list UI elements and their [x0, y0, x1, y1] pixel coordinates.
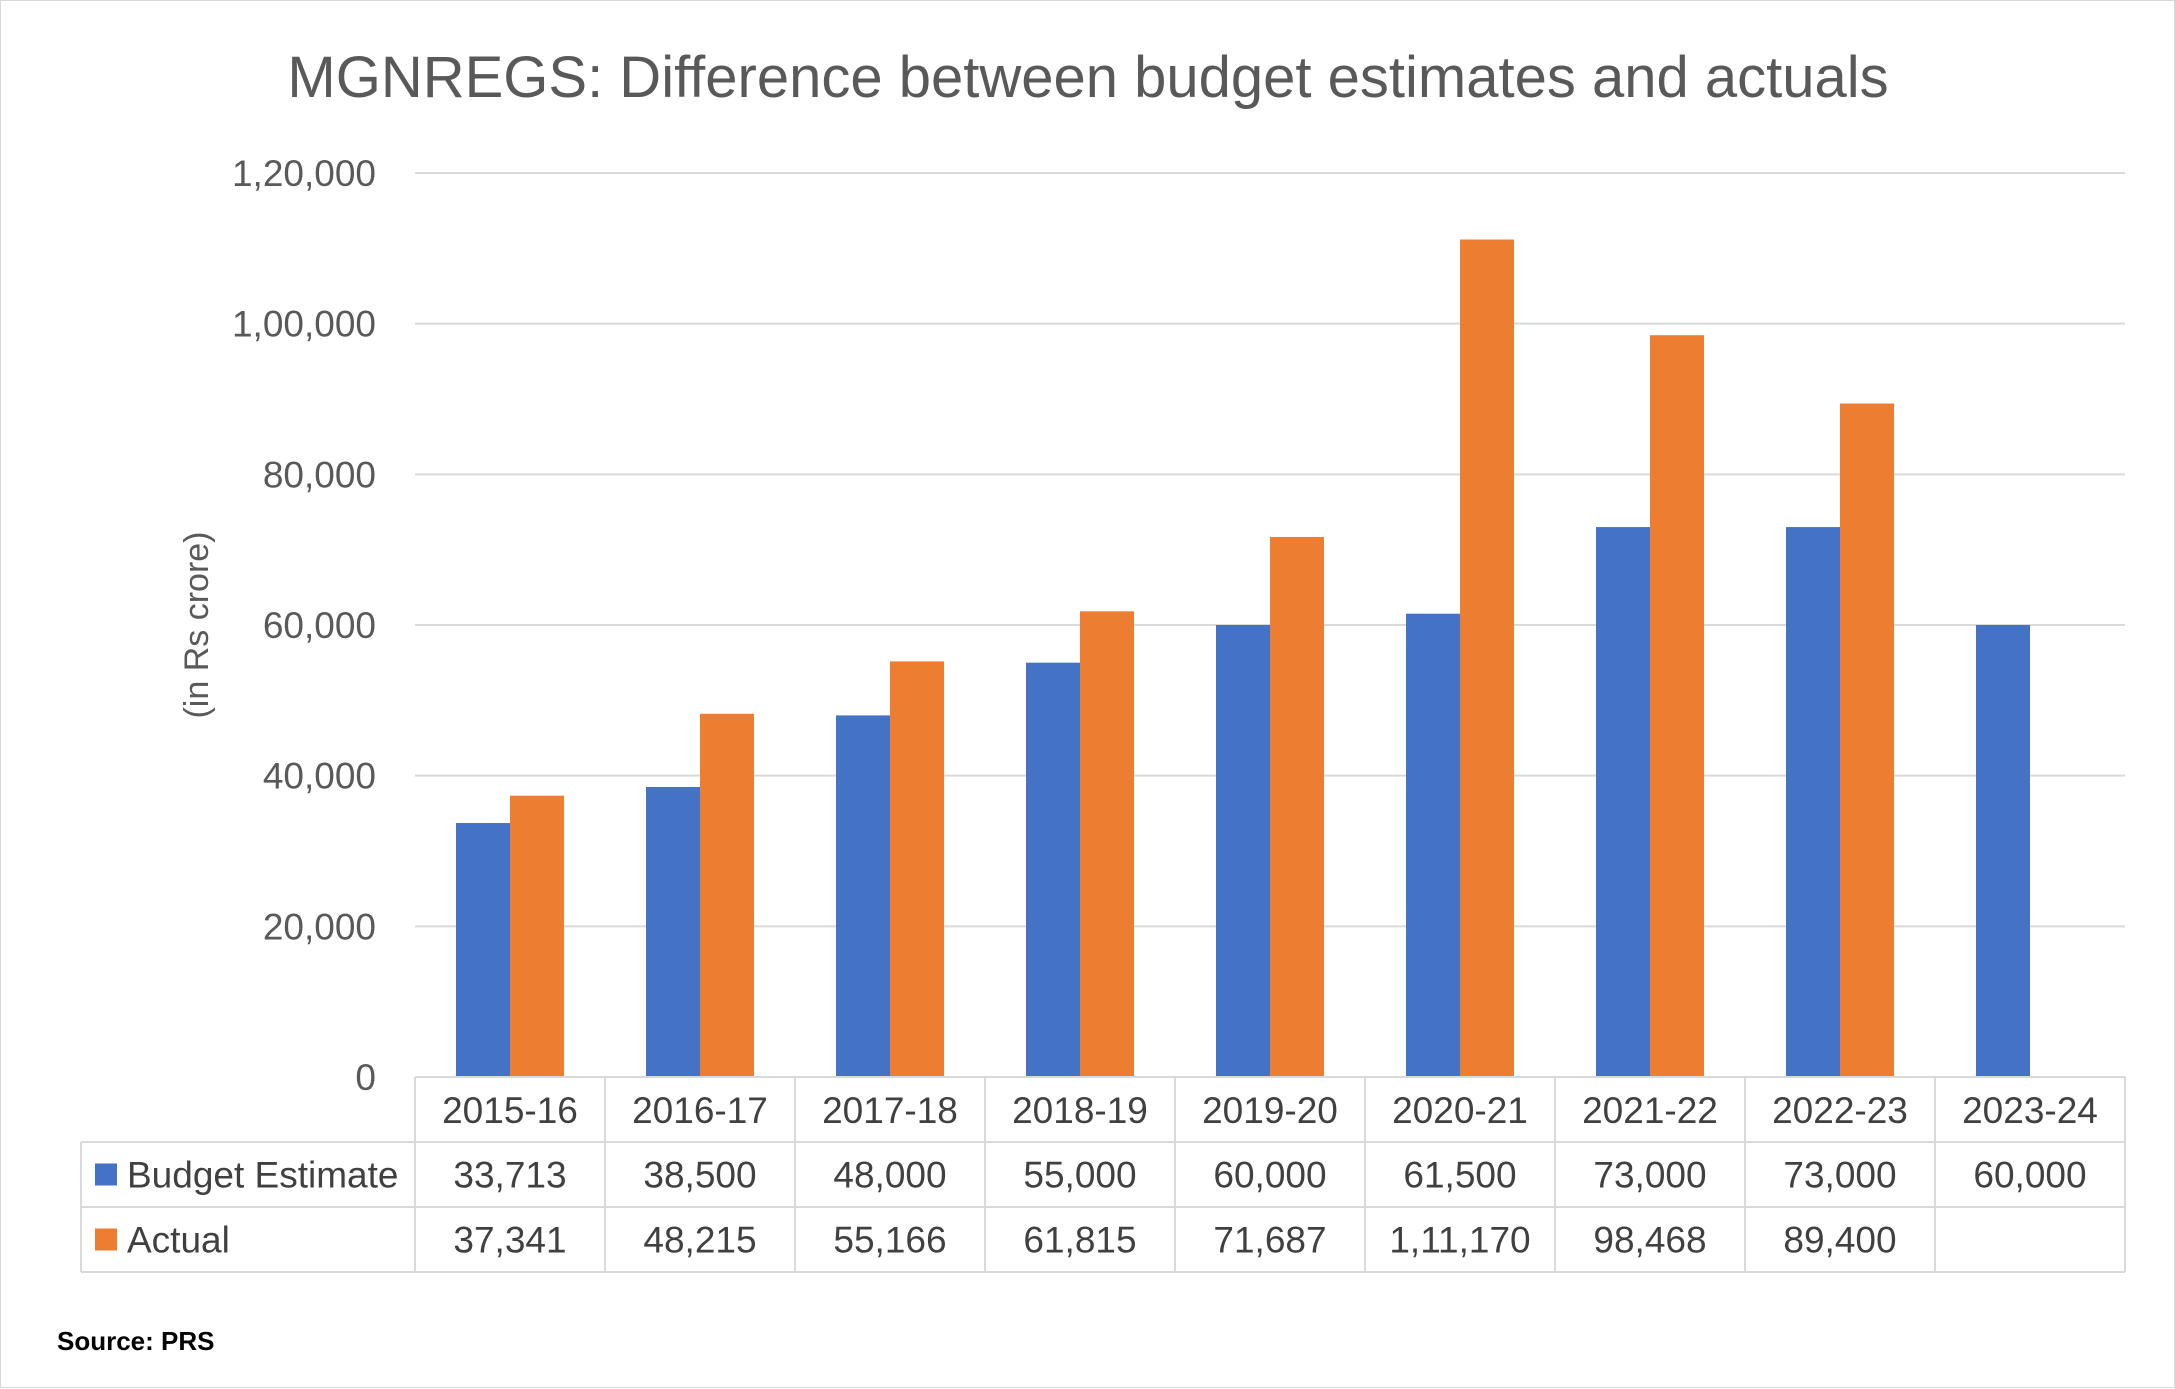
data-label: 71,687 — [1213, 1220, 1326, 1261]
y-tick-label: 80,000 — [263, 454, 376, 495]
data-label: 89,400 — [1783, 1220, 1896, 1261]
bar-budget-estimate — [1026, 662, 1080, 1077]
legend-label: Budget Estimate — [127, 1155, 398, 1196]
source-note: Source: PRS — [57, 1326, 215, 1356]
bar-actual — [1080, 611, 1134, 1077]
x-tick-label: 2018-19 — [1012, 1090, 1148, 1131]
data-label: 48,000 — [833, 1155, 946, 1196]
bar-actual — [510, 795, 564, 1077]
legend-swatch — [95, 1163, 117, 1186]
data-label: 33,713 — [453, 1155, 566, 1196]
y-tick-label: 1,20,000 — [232, 153, 376, 194]
bar-actual — [890, 661, 944, 1077]
data-table: 2015-16 2016-17 2017-18 2018-19 2019-20 2020-… — [80, 1076, 2126, 1273]
y-tick-label: 1,00,000 — [232, 304, 376, 345]
x-tick-label: 2023-24 — [1962, 1090, 2098, 1131]
x-tick-label: 2015-16 — [442, 1090, 578, 1131]
bars — [456, 239, 2030, 1077]
bar-budget-estimate — [456, 823, 510, 1077]
bar-actual — [1840, 403, 1894, 1077]
bar-budget-estimate — [1216, 625, 1270, 1077]
legend-swatch — [95, 1228, 117, 1251]
chart-title: MGNREGS: Difference between budget estim… — [287, 45, 1888, 110]
data-label: 73,000 — [1783, 1155, 1896, 1196]
x-tick-label: 2020-21 — [1392, 1090, 1528, 1131]
data-label: 73,000 — [1593, 1155, 1706, 1196]
y-tick-label: 20,000 — [263, 906, 376, 947]
bar-budget-estimate — [1596, 527, 1650, 1077]
data-label: 55,000 — [1023, 1155, 1136, 1196]
bar-actual — [1650, 335, 1704, 1077]
data-label: 61,815 — [1023, 1220, 1136, 1261]
data-label: 60,000 — [1213, 1155, 1326, 1196]
x-tick-label: 2016-17 — [632, 1090, 768, 1131]
x-tick-label: 2021-22 — [1582, 1090, 1718, 1131]
y-tick-label: 60,000 — [263, 605, 376, 646]
data-label: 37,341 — [453, 1220, 566, 1261]
data-label: 61,500 — [1403, 1155, 1516, 1196]
bar-budget-estimate — [1976, 625, 2030, 1077]
data-label: 98,468 — [1593, 1220, 1706, 1261]
data-label: 48,215 — [643, 1220, 756, 1261]
bar-actual — [1270, 536, 1324, 1077]
legend-label: Actual — [127, 1220, 230, 1261]
x-tick-label: 2017-18 — [822, 1090, 958, 1131]
y-tick-label: 0 — [355, 1057, 376, 1098]
x-tick-label: 2019-20 — [1202, 1090, 1338, 1131]
y-axis-label: (in Rs crore) — [178, 531, 216, 718]
data-label: 60,000 — [1973, 1155, 2086, 1196]
x-tick-label: 2022-23 — [1772, 1090, 1908, 1131]
bar-budget-estimate — [646, 786, 700, 1077]
data-label: 1,11,170 — [1389, 1220, 1530, 1261]
bar-budget-estimate — [1406, 613, 1460, 1077]
bar-actual — [700, 713, 754, 1077]
y-tick-label: 40,000 — [263, 756, 376, 797]
data-label: 55,166 — [833, 1220, 946, 1261]
bar-budget-estimate — [836, 715, 890, 1077]
bar-budget-estimate — [1786, 527, 1840, 1077]
data-label: 38,500 — [643, 1155, 756, 1196]
bar-actual — [1460, 239, 1514, 1077]
